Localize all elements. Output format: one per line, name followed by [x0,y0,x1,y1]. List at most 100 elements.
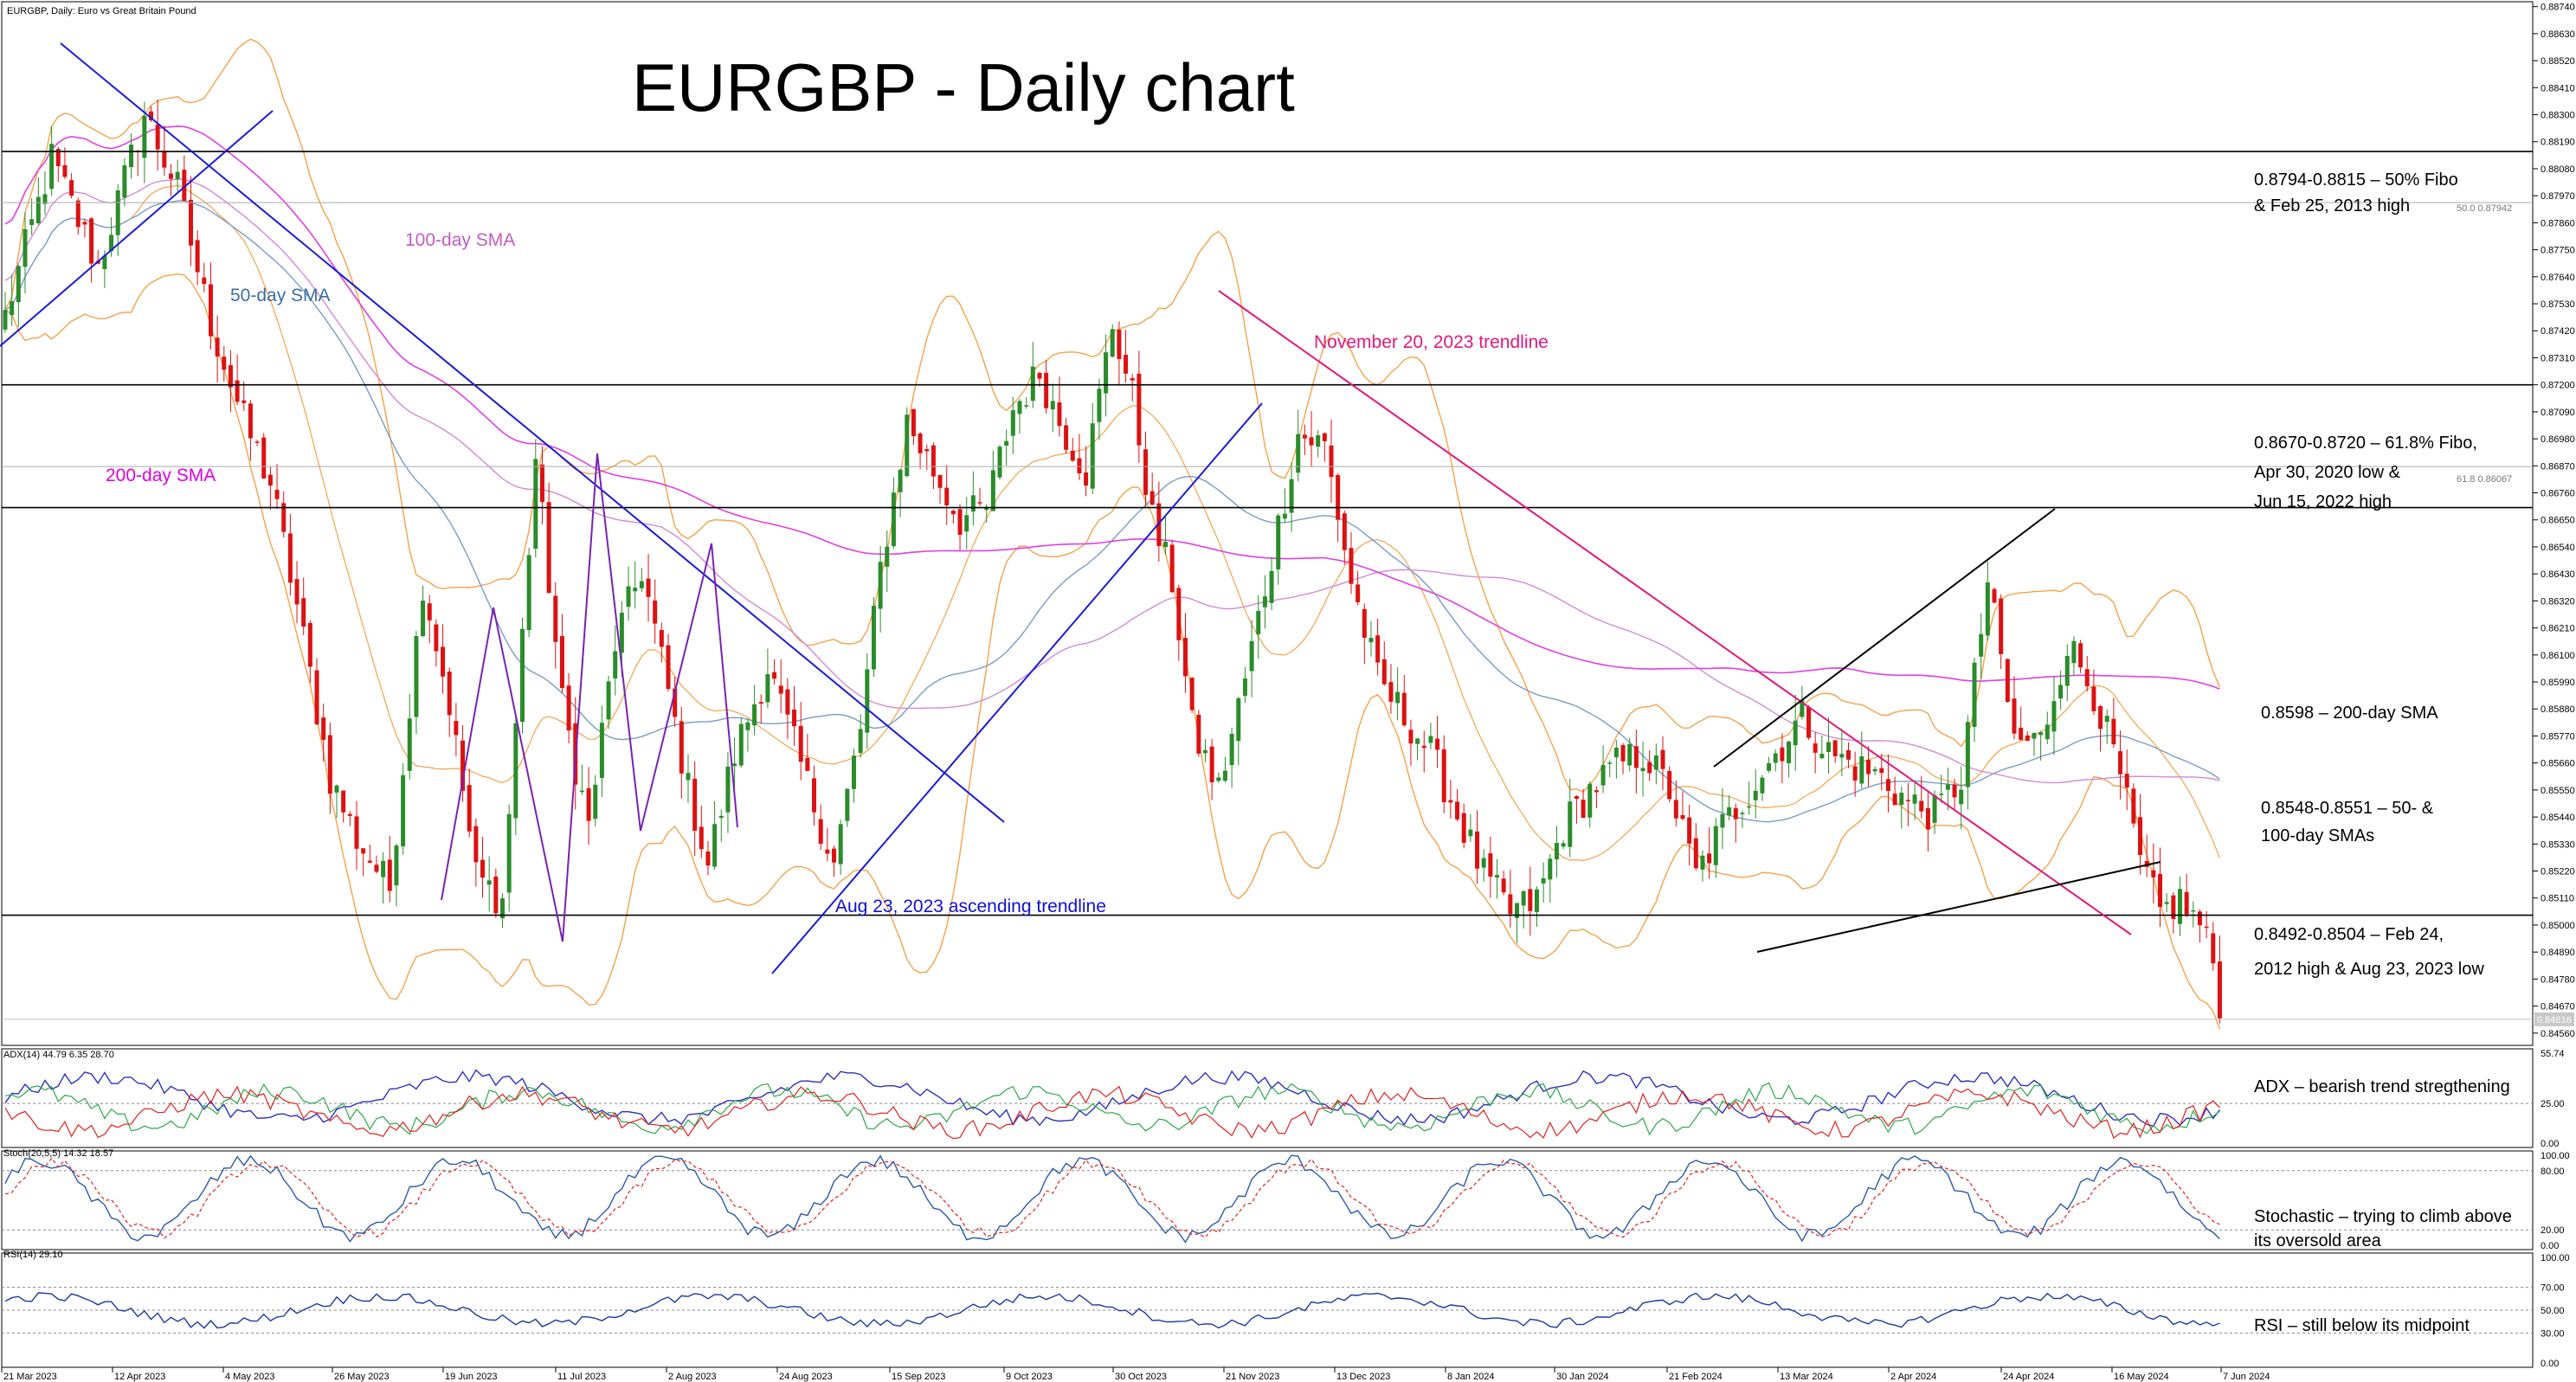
candle-body [891,492,896,547]
candle-body [1448,800,1453,803]
level5-line2: 2012 high & Aug 23, 2023 low [2254,960,2484,979]
candle-body [394,845,399,886]
candle-body [1455,801,1460,820]
candle-body [599,723,604,778]
candle-body [327,735,332,794]
candle-body [401,775,406,847]
price-tick-label: 0.88630 [2541,29,2575,40]
candle-body [990,470,995,511]
candle-body [2151,870,2156,877]
candle-body [261,437,267,479]
candle-body [2064,656,2070,686]
sma200-label: 200-day SMA [106,466,216,485]
candle-body [454,721,459,736]
candle-body [2184,891,2189,915]
nov-20-trendline [1218,290,2132,935]
indicator-tick-label: 0.00 [2541,1359,2559,1369]
candle-body [699,826,704,850]
candle-body [1415,738,1420,744]
candle-body [1753,790,1758,800]
candle-body [812,778,817,813]
candle-body [546,502,551,594]
candle-body [1401,692,1407,726]
candle-body [957,509,963,536]
candle-body [898,469,903,492]
candle-body [381,860,386,877]
price-tick-label: 0.86870 [2541,461,2575,472]
candle-body [1182,638,1188,677]
candle-body [1747,806,1752,808]
candle-body [334,785,339,793]
candle-body [1342,513,1347,550]
candle-body [1892,794,1897,806]
candle-body [673,688,678,717]
candle-body [1461,813,1466,843]
indicator-tick-label: 30.00 [2541,1328,2565,1339]
candle-body [1885,779,1890,791]
candle-body [1395,691,1401,704]
price-tick-label: 0.85440 [2541,813,2575,823]
level4-line1: 0.8548-0.8551 – 50- & [2261,799,2434,818]
candle-body [175,171,180,179]
level4-line2: 100-day SMAs [2261,826,2374,845]
candle-body [871,605,876,670]
date-tick-label: 12 Apr 2023 [114,1372,165,1382]
candle-body [1216,777,1221,781]
panel-frame-1 [1,1048,2534,1148]
stoch-main [4,1154,2220,1244]
candle-body [314,670,319,724]
candle-body [718,815,724,819]
candle-body [1104,352,1109,394]
price-tick-label: 0.85660 [2541,759,2575,769]
downtrend-line-2023 [60,42,1005,823]
candle-body [2197,911,2202,926]
candle-body [434,624,439,652]
candle-body [977,502,982,504]
candle-body [1613,748,1619,758]
candle-body [506,813,512,893]
candle-body [845,788,850,821]
candle-body [1322,433,1327,441]
candle-body [2025,735,2030,741]
candle-body [480,859,486,878]
early-uptrend-line [0,110,274,347]
candle-body [1800,700,1805,717]
candle-body [367,860,372,863]
candle-body [287,533,293,583]
candle-body [1242,678,1247,697]
candle-body [294,579,299,605]
candle-body [407,718,412,771]
candle-body [361,848,366,854]
indicator-tick-label: 55.74 [2541,1049,2565,1059]
candle-body [937,474,943,488]
indicator-panels [2,1069,2533,1334]
candle-body [1826,742,1831,753]
candle-body [613,651,618,678]
candle-body [905,415,910,477]
candle-body [1501,878,1506,893]
candle-body [1647,762,1652,774]
candle-body [109,235,114,251]
candle-body [75,200,80,228]
candle-body [2038,732,2044,736]
candle-body [1620,744,1626,762]
candle-body [1872,768,1877,772]
date-tick-label: 24 Aug 2023 [779,1372,833,1382]
candle-body [1528,889,1533,911]
candle-body [2191,910,2196,912]
candle-body [1514,903,1519,918]
candle-body [228,364,233,388]
candle-body [2204,926,2209,929]
candle-body [1680,814,1685,820]
candle-body [1727,807,1732,816]
date-tick-label: 26 May 2023 [334,1372,390,1382]
date-tick-label: 16 May 2024 [2114,1372,2169,1382]
candle-body [838,824,843,865]
candle-body [666,645,671,690]
candle-body [566,685,571,731]
candle-body [1554,843,1559,860]
candle-body [1594,790,1599,793]
candle-body [1057,402,1062,427]
candle-body [1077,458,1082,473]
candle-body [149,111,154,121]
